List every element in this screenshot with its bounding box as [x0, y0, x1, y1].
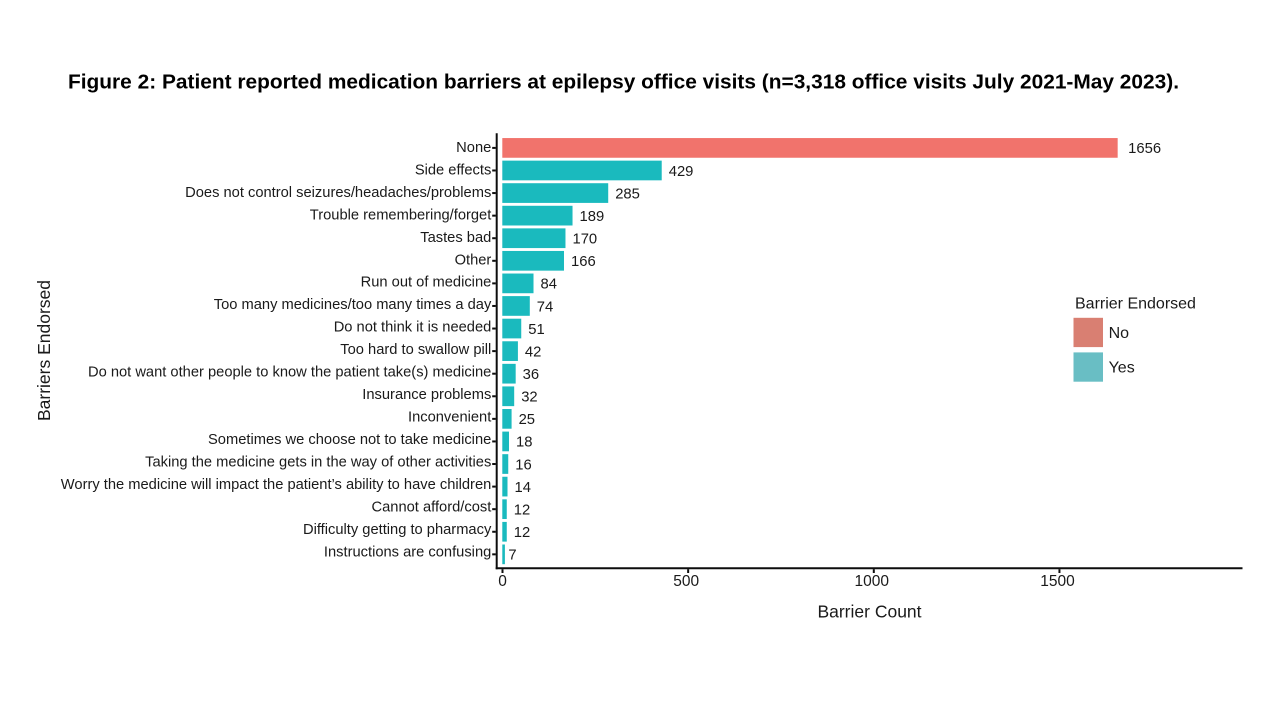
- svg-text:84: 84: [541, 277, 557, 293]
- svg-text:189: 189: [580, 209, 605, 225]
- svg-text:No: No: [1109, 325, 1130, 342]
- svg-text:32: 32: [521, 390, 537, 406]
- svg-text:36: 36: [523, 367, 539, 383]
- svg-text:1656: 1656: [1128, 141, 1161, 157]
- svg-text:Side effects: Side effects: [415, 162, 491, 178]
- svg-text:500: 500: [673, 573, 699, 590]
- svg-text:None: None: [456, 140, 491, 156]
- svg-text:1500: 1500: [1040, 573, 1075, 590]
- svg-text:Yes: Yes: [1109, 360, 1135, 377]
- svg-text:Other: Other: [455, 252, 492, 268]
- svg-text:74: 74: [537, 299, 553, 315]
- svg-text:7: 7: [508, 548, 516, 564]
- svg-text:14: 14: [515, 480, 531, 496]
- svg-text:170: 170: [572, 232, 597, 248]
- svg-text:12: 12: [514, 525, 530, 541]
- svg-text:18: 18: [516, 435, 532, 451]
- svg-text:0: 0: [498, 573, 507, 590]
- svg-text:Do not think it is needed: Do not think it is needed: [334, 320, 492, 336]
- svg-text:Too hard to swallow pill: Too hard to swallow pill: [340, 342, 491, 358]
- svg-text:Trouble remembering/forget: Trouble remembering/forget: [310, 207, 492, 223]
- svg-text:Barrier Endorsed: Barrier Endorsed: [1075, 296, 1196, 313]
- svg-text:51: 51: [528, 322, 544, 338]
- svg-text:Inconvenient: Inconvenient: [408, 410, 491, 426]
- svg-text:Does not control seizures/head: Does not control seizures/headaches/prob…: [185, 185, 491, 201]
- svg-text:Insurance problems: Insurance problems: [362, 387, 491, 403]
- svg-text:285: 285: [615, 186, 640, 202]
- svg-text:Too many medicines/too many ti: Too many medicines/too many times a day: [214, 297, 492, 313]
- svg-text:Worry the medicine will impact: Worry the medicine will impact the patie…: [61, 477, 492, 493]
- svg-text:Sometimes we choose not to tak: Sometimes we choose not to take medicine: [208, 432, 491, 448]
- svg-text:Taking the medicine gets in th: Taking the medicine gets in the way of o…: [145, 454, 491, 470]
- svg-text:Cannot afford/cost: Cannot afford/cost: [372, 499, 492, 515]
- svg-text:12: 12: [514, 502, 530, 518]
- svg-text:25: 25: [519, 412, 535, 428]
- svg-text:Barrier Count: Barrier Count: [817, 602, 921, 622]
- svg-text:429: 429: [669, 164, 694, 180]
- svg-text:Figure 2: Patient reported med: Figure 2: Patient reported medication ba…: [68, 72, 1179, 94]
- svg-text:Instructions are confusing: Instructions are confusing: [324, 544, 491, 560]
- svg-text:42: 42: [525, 344, 541, 360]
- svg-text:Difficulty getting to pharmacy: Difficulty getting to pharmacy: [303, 522, 492, 538]
- svg-text:166: 166: [571, 254, 596, 270]
- svg-text:Run out of medicine: Run out of medicine: [361, 275, 492, 291]
- svg-text:Barriers Endorsed: Barriers Endorsed: [34, 280, 54, 421]
- svg-text:16: 16: [515, 457, 531, 473]
- svg-text:1000: 1000: [855, 573, 890, 590]
- svg-text:Do not want other people to kn: Do not want other people to know the pat…: [88, 365, 491, 381]
- svg-text:Tastes bad: Tastes bad: [420, 230, 491, 246]
